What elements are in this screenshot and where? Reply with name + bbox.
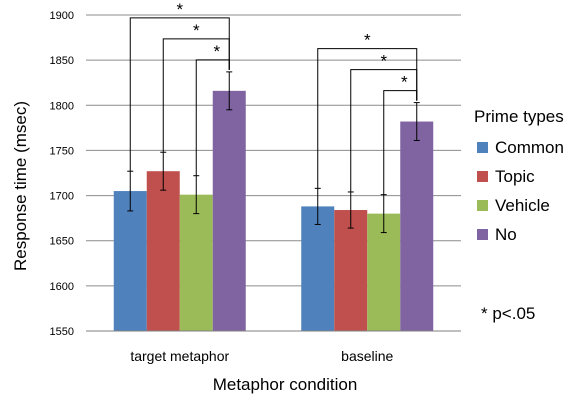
significance-bracket: * xyxy=(195,42,230,176)
bar-vehicle-1 xyxy=(367,213,401,331)
legend-title: Prime types xyxy=(474,107,564,126)
significance-star: * xyxy=(213,42,220,61)
y-tick-labels: 1550 1600 1650 1700 1750 1800 1850 1900 xyxy=(50,10,74,338)
legend-label: No xyxy=(495,225,517,244)
y-tick-label: 1650 xyxy=(50,236,74,248)
bar-common-0 xyxy=(113,191,147,331)
y-tick-label: 1750 xyxy=(50,145,74,157)
legend-label: Vehicle xyxy=(495,196,550,215)
significance-star: * xyxy=(380,52,387,71)
legend-label: Topic xyxy=(495,167,535,186)
x-tick-label: baseline xyxy=(341,348,393,364)
bar-vehicle-0 xyxy=(179,194,213,331)
y-axis-label: Response time (msec) xyxy=(11,101,30,271)
x-tick-label: target metaphor xyxy=(130,348,229,364)
legend-label: Common xyxy=(495,138,564,157)
bar-topic-1 xyxy=(334,210,368,331)
significance-bracket: * xyxy=(162,21,230,153)
bar-common-1 xyxy=(301,206,335,331)
y-tick-label: 1850 xyxy=(50,55,74,67)
error-bar xyxy=(226,71,233,111)
legend-swatch-vehicle xyxy=(477,200,488,211)
significance-bracket: * xyxy=(383,73,418,195)
significance-star: * xyxy=(364,31,371,50)
significance-star: * xyxy=(401,73,408,92)
legend-swatch-topic xyxy=(477,171,488,182)
x-tick-labels: target metaphor baseline xyxy=(130,348,393,364)
y-tick-label: 1900 xyxy=(50,10,74,22)
legend: Prime types Common Topic Vehicle No xyxy=(474,107,564,244)
bar-no-1 xyxy=(400,121,434,331)
significance-star: * xyxy=(193,21,200,40)
y-tick-label: 1700 xyxy=(50,191,74,203)
y-tick-label: 1550 xyxy=(50,326,74,338)
bar-topic-0 xyxy=(146,171,180,331)
significance-star: * xyxy=(176,0,183,19)
y-tick-label: 1600 xyxy=(50,281,74,293)
legend-swatch-common xyxy=(477,142,488,153)
bar-no-0 xyxy=(212,90,246,331)
bars xyxy=(113,90,434,331)
x-axis-label: Metaphor condition xyxy=(213,375,358,394)
error-bar xyxy=(413,102,420,141)
legend-swatch-no xyxy=(477,229,488,240)
y-tick-label: 1800 xyxy=(50,100,74,112)
significance-bracket: * xyxy=(350,52,418,192)
significance-note: * p<.05 xyxy=(481,304,535,323)
significance-brackets: * * * * * * xyxy=(129,0,418,195)
